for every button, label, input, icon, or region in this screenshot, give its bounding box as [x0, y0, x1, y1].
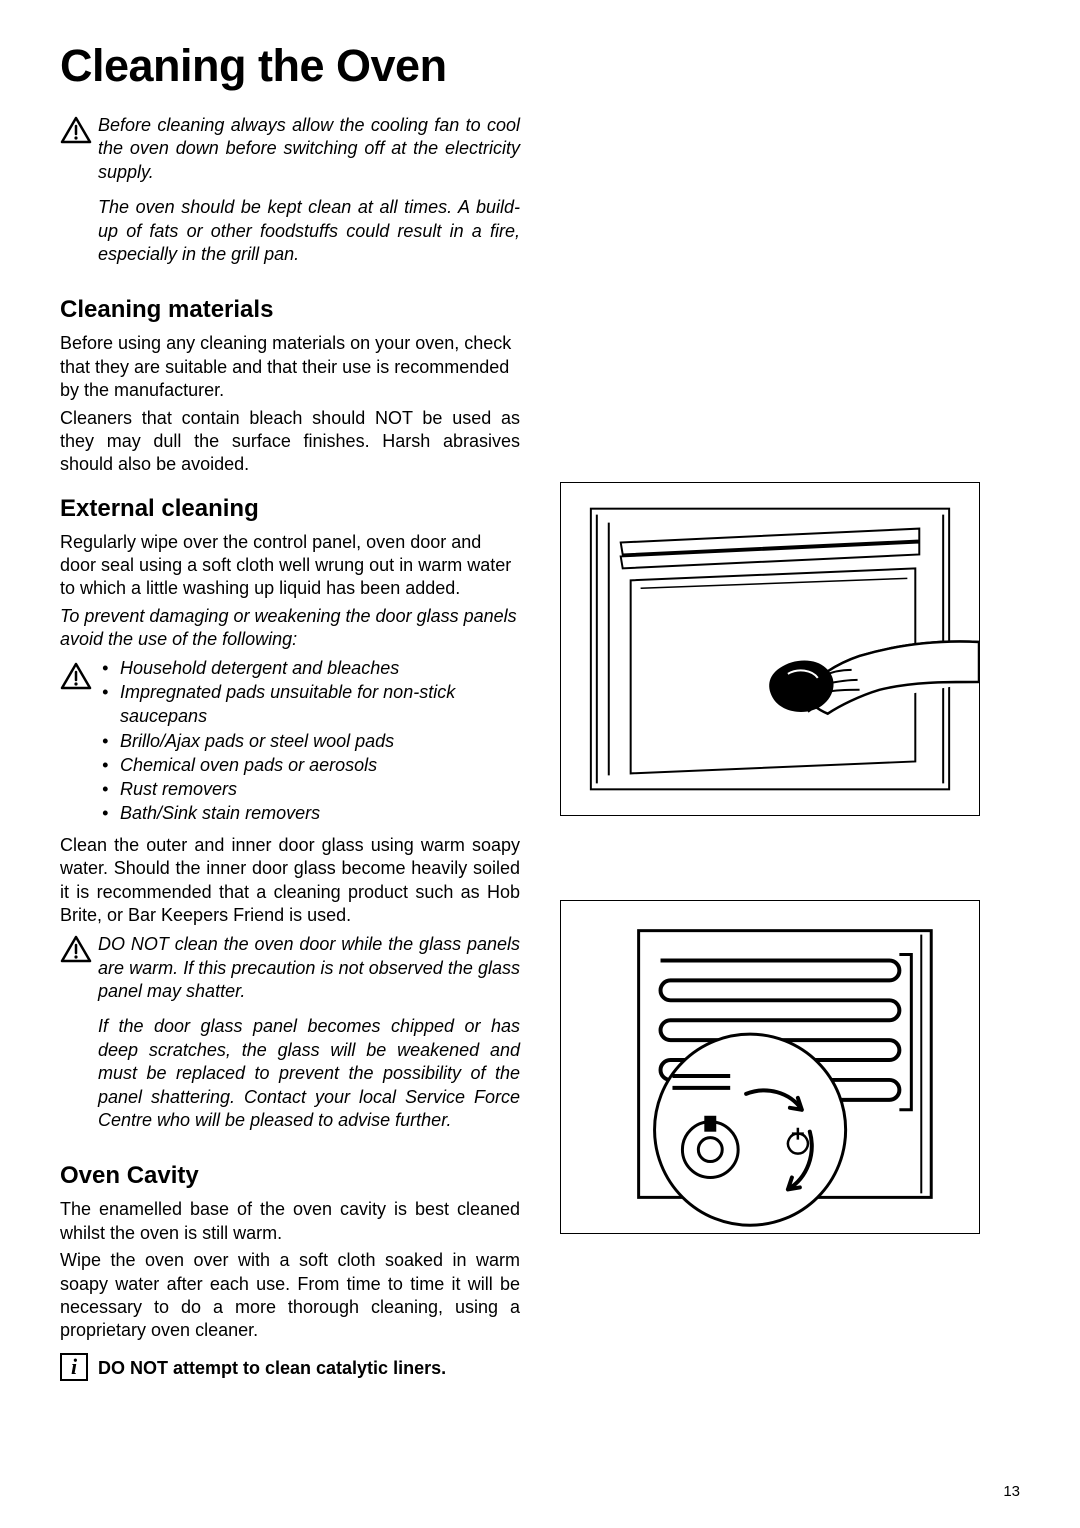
section-1-p1: Before using any cleaning materials on y… [60, 332, 520, 402]
warning-1-p2: The oven should be kept clean at all tim… [98, 196, 520, 266]
warning-block-1: Before cleaning always allow the cooling… [60, 114, 520, 278]
section-3-p2: Wipe the oven over with a soft cloth soa… [60, 1249, 520, 1343]
list-item: Chemical oven pads or aerosols [102, 753, 520, 777]
section-1-heading: Cleaning materials [60, 296, 520, 324]
list-item: Impregnated pads unsuitable for non-stic… [102, 680, 520, 729]
info-block: i DO NOT attempt to clean catalytic line… [60, 1353, 520, 1381]
section-2-p1: Regularly wipe over the control panel, o… [60, 531, 520, 601]
list-item: Brillo/Ajax pads or steel wool pads [102, 729, 520, 753]
right-column [560, 114, 1020, 1381]
section-1-p2: Cleaners that contain bleach should NOT … [60, 407, 520, 477]
page-title: Cleaning the Oven [60, 40, 1020, 92]
section-3-heading: Oven Cavity [60, 1162, 520, 1190]
page-number: 13 [1003, 1483, 1020, 1500]
warning-1-text: Before cleaning always allow the cooling… [98, 114, 520, 278]
warning-2-p1: DO NOT clean the oven door while the gla… [98, 933, 520, 1003]
warning-2-p2: If the door glass panel becomes chipped … [98, 1015, 520, 1132]
section-2-p2: To prevent damaging or weakening the doo… [60, 605, 520, 652]
warning-2-text: DO NOT clean the oven door while the gla… [98, 933, 520, 1144]
list-item: Rust removers [102, 777, 520, 801]
warning-icon [60, 116, 92, 144]
avoid-list-wrapper: Household detergent and bleaches Impregn… [60, 656, 520, 826]
content-columns: Before cleaning always allow the cooling… [60, 114, 1020, 1381]
left-column: Before cleaning always allow the cooling… [60, 114, 520, 1381]
warning-icon [60, 935, 92, 963]
avoid-list: Household detergent and bleaches Impregn… [102, 656, 520, 826]
figure-clean-door [560, 482, 980, 816]
warning-icon [60, 662, 92, 690]
figure-oven-cavity [560, 900, 980, 1234]
section-3-p1: The enamelled base of the oven cavity is… [60, 1198, 520, 1245]
section-2-p3: Clean the outer and inner door glass usi… [60, 834, 520, 928]
info-icon: i [60, 1353, 88, 1381]
warning-block-2: DO NOT clean the oven door while the gla… [60, 933, 520, 1144]
list-item: Household detergent and bleaches [102, 656, 520, 680]
section-2-heading: External cleaning [60, 495, 520, 523]
list-item: Bath/Sink stain removers [102, 801, 520, 825]
info-text: DO NOT attempt to clean catalytic liners… [98, 1353, 520, 1380]
warning-1-p1: Before cleaning always allow the cooling… [98, 114, 520, 184]
